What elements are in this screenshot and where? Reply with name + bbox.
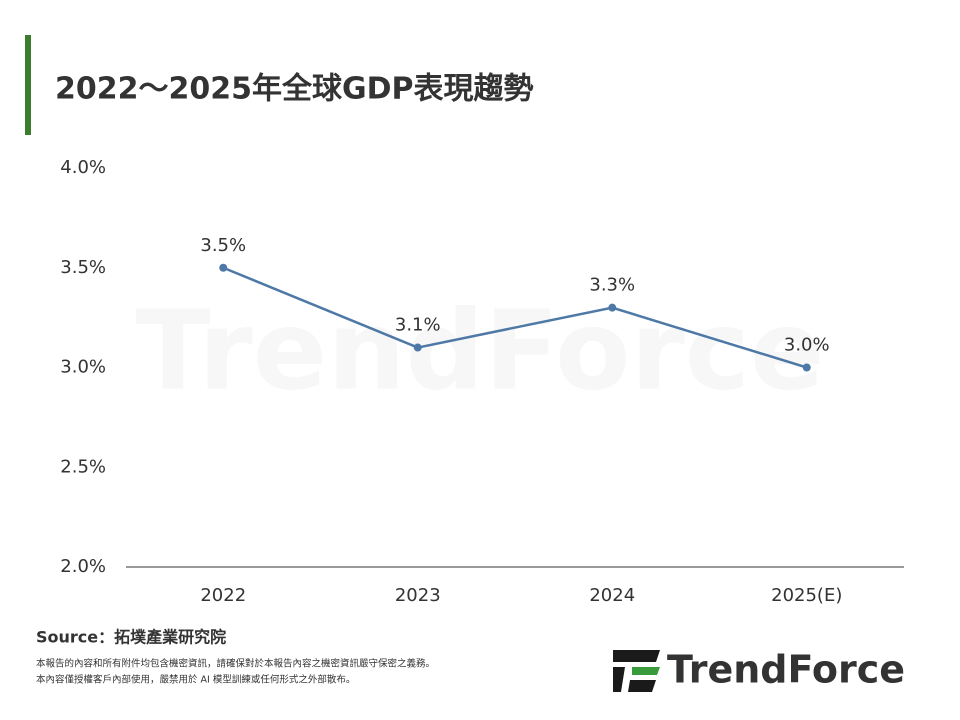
disclaimer: 本報告的內容和所有附件均包含機密資訊，請確保對於本報告內容之機密資訊嚴守保密之義… bbox=[36, 658, 435, 670]
x-tick-label: 2022 bbox=[200, 585, 246, 606]
logo-icon bbox=[613, 650, 660, 692]
x-tick-label: 2025(E) bbox=[771, 585, 842, 606]
x-tick-label: 2023 bbox=[395, 585, 441, 606]
data-label: 3.1% bbox=[395, 315, 441, 336]
data-line bbox=[222, 266, 808, 369]
y-tick-label: 3.5% bbox=[60, 257, 106, 278]
data-point bbox=[219, 263, 228, 272]
title-accent bbox=[25, 35, 31, 135]
chart-title: 2022～2025年全球GDP表現趨勢 bbox=[55, 72, 534, 107]
y-tick-label: 2.5% bbox=[60, 456, 106, 477]
watermark: TrendForce bbox=[135, 286, 824, 414]
disclaimer: 本內容僅授權客戶內部使用，嚴禁用於 AI 模型訓練或任何形式之外部散布。 bbox=[36, 674, 355, 686]
data-label: 3.5% bbox=[200, 235, 246, 256]
logo-text: TrendForce bbox=[667, 648, 905, 692]
y-tick-label: 3.0% bbox=[60, 357, 106, 378]
data-label: 3.3% bbox=[589, 275, 635, 296]
data-point bbox=[608, 303, 617, 312]
data-point bbox=[413, 343, 422, 352]
data-label: 3.0% bbox=[784, 335, 830, 356]
y-tick-label: 4.0% bbox=[60, 157, 106, 178]
y-tick-label: 2.0% bbox=[60, 556, 106, 577]
x-tick-label: 2024 bbox=[589, 585, 635, 606]
source: Source：拓墣產業研究院 bbox=[36, 628, 226, 647]
data-point bbox=[802, 363, 811, 372]
